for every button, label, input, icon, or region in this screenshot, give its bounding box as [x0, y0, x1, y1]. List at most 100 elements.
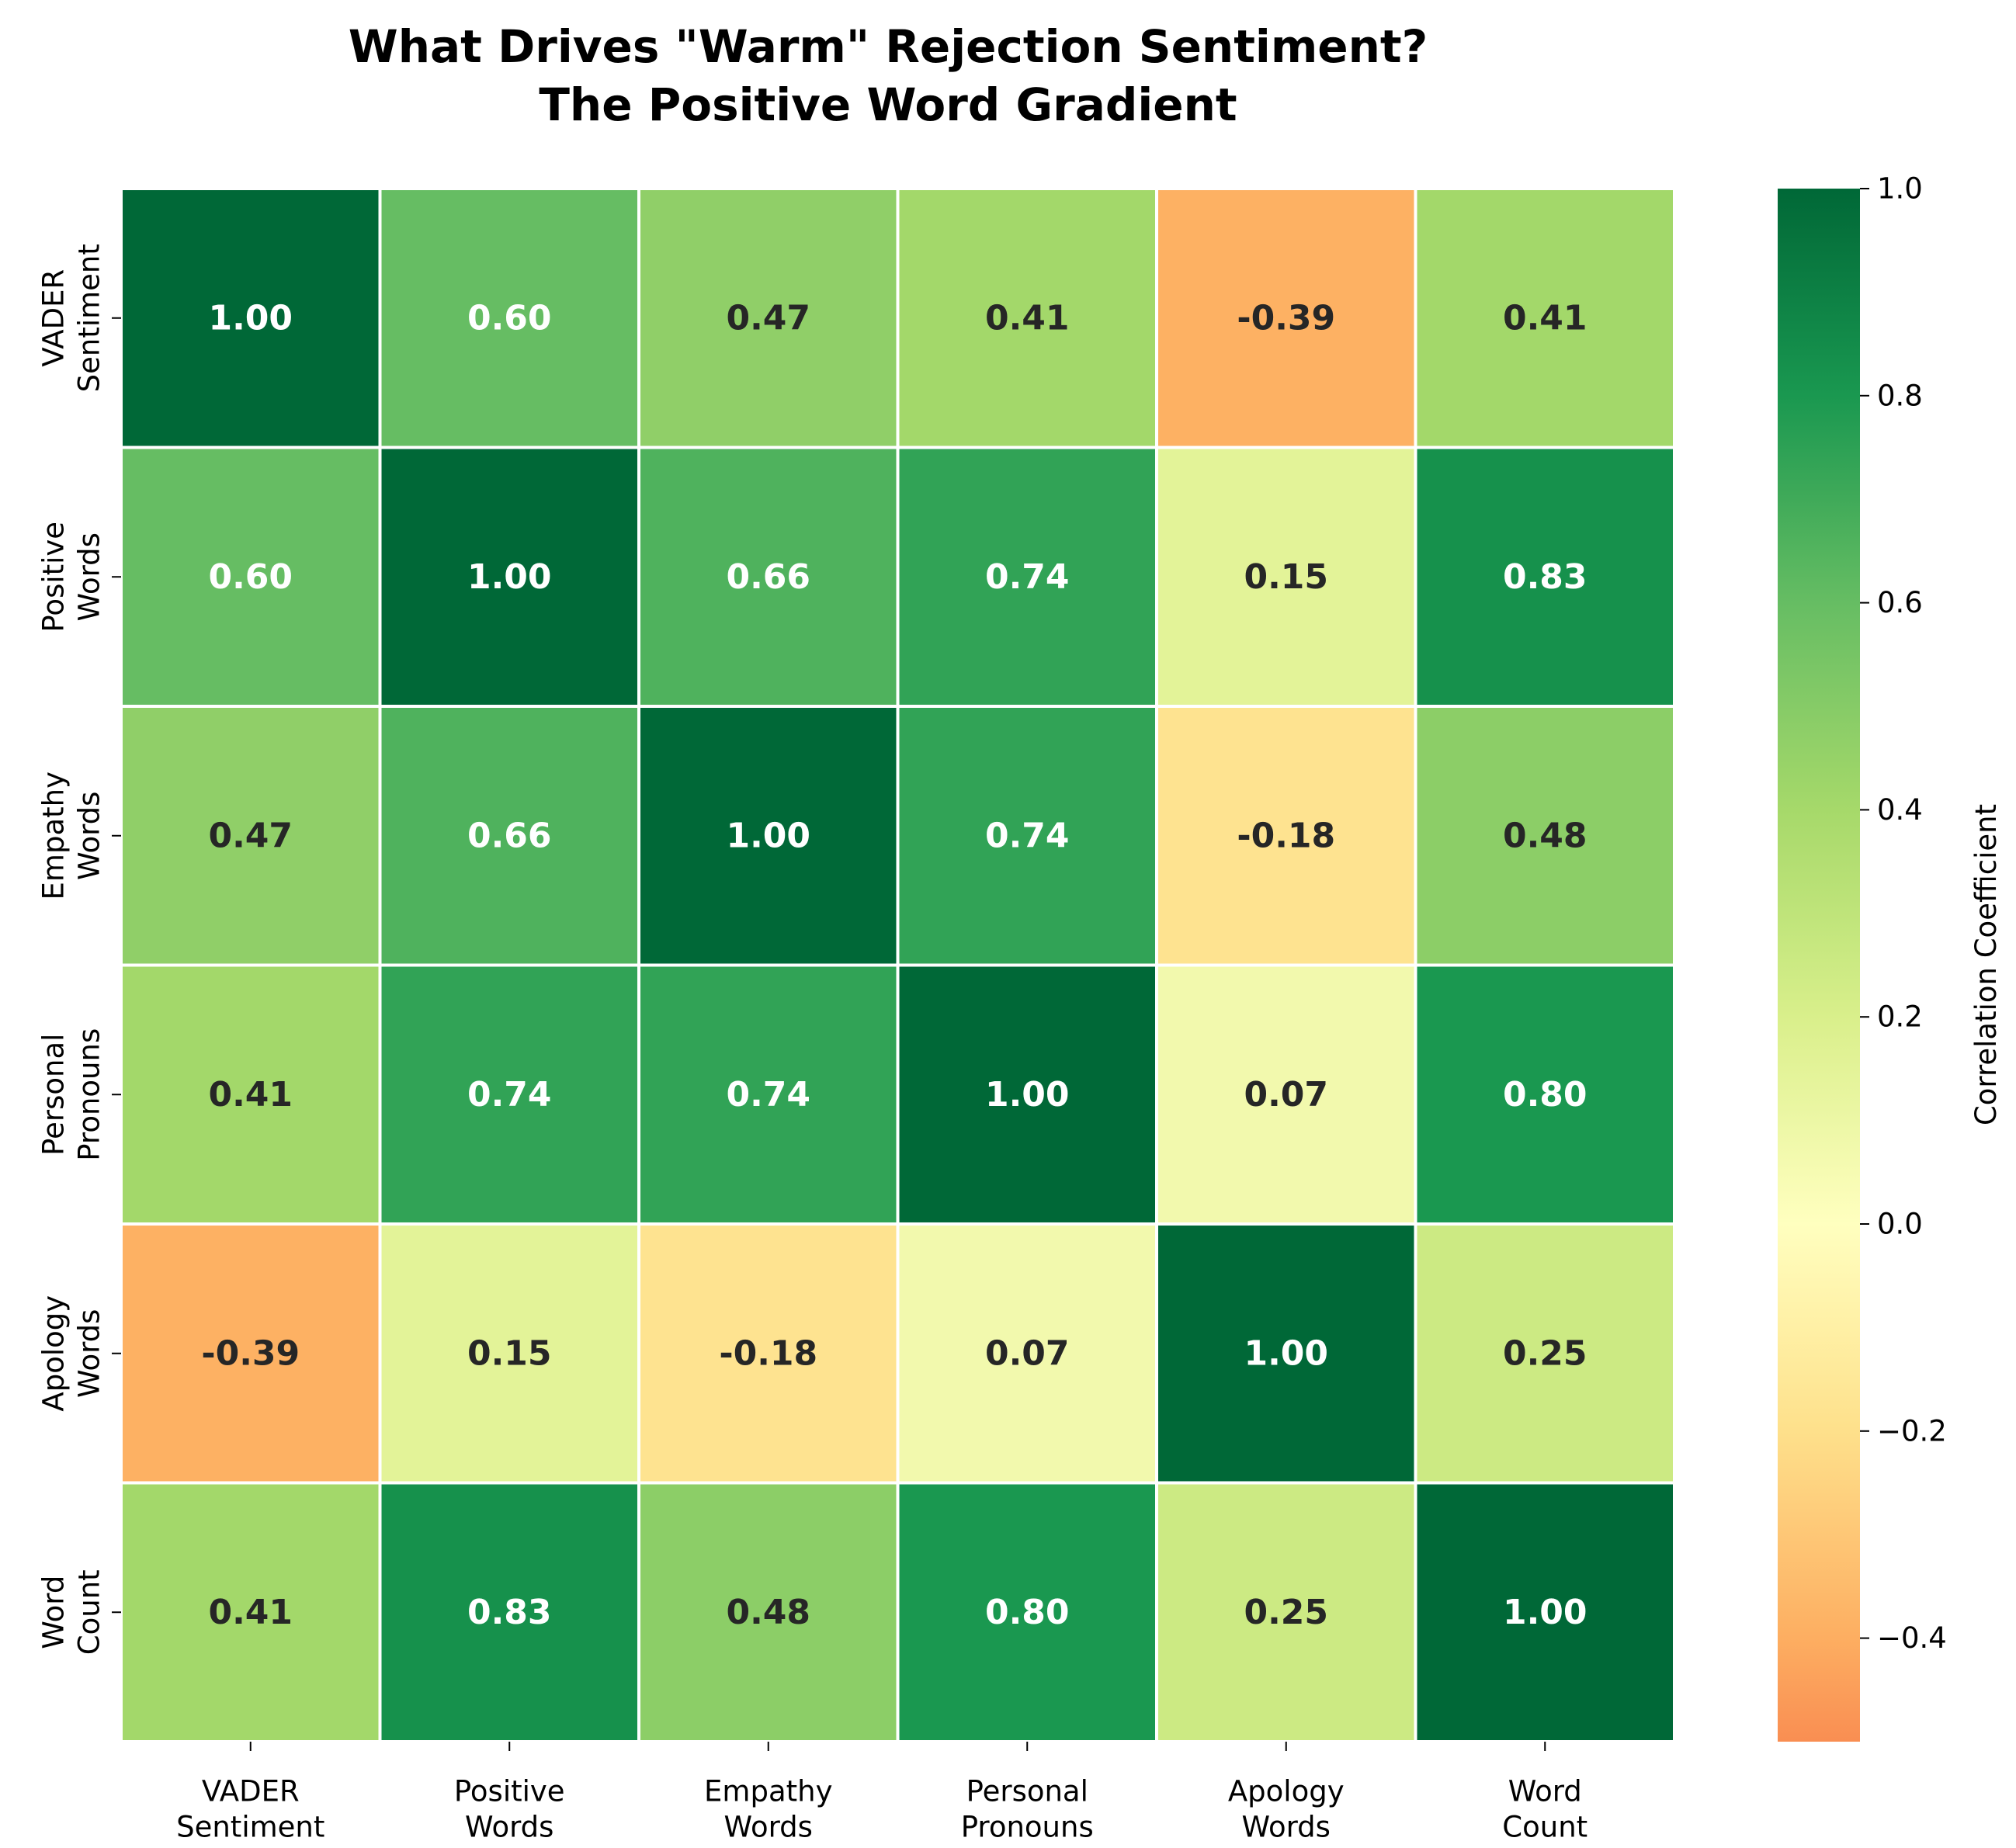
- colorbar: 1.0 0.8 0.6 0.4 0.2 0.0 −0.2 −0.4 Correlation C…: [1778, 172, 2003, 1742]
- colorbar-gradient: [1778, 189, 1860, 1742]
- heatmap-cell-r0-c4: [1158, 190, 1414, 446]
- heatmap-cell-r2-c0: [123, 708, 379, 964]
- row-label-0-line-1: Sentiment: [73, 244, 106, 392]
- heatmap-cell-label-r4-c3: 0.07: [985, 1333, 1070, 1373]
- row-label-3-line-1: Pronouns: [73, 1028, 106, 1161]
- colorbar-tick-label-1: 0.8: [1877, 379, 1923, 412]
- colorbar-label: Correlation Coefficient: [1969, 804, 2003, 1125]
- heatmap-cell-label-r5-c4: 0.25: [1244, 1593, 1328, 1632]
- heatmap-cell-r0-c0: [123, 190, 379, 446]
- heatmap-cell-r4-c2: [640, 1226, 897, 1482]
- row-label-4-line-1: Words: [73, 1309, 106, 1398]
- colorbar-ticks: 1.0 0.8 0.6 0.4 0.2 0.0 −0.2 −0.4: [1860, 172, 1947, 1655]
- heatmap-cell-label-r0-c5: 0.41: [1503, 298, 1587, 338]
- heatmap-cell-label-r5-c3: 0.80: [985, 1593, 1070, 1632]
- row-label-0-line-0: VADER: [37, 269, 71, 367]
- colorbar-tick-label-3: 0.4: [1877, 793, 1923, 827]
- heatmap-cell-r2-c3: [899, 708, 1155, 964]
- column-label-2-line-0: Empathy: [704, 1775, 832, 1808]
- row-label-1-line-1: Words: [73, 532, 106, 621]
- heatmap-cell-label-r4-c2: -0.18: [719, 1333, 817, 1373]
- column-label-3-line-0: Personal: [966, 1775, 1088, 1808]
- heatmap-cell-label-r4-c0: -0.39: [201, 1333, 300, 1373]
- row-label-1-line-0: Positive: [37, 522, 71, 633]
- column-tick-labels: VADERSentimentPositiveWordsEmpathyWordsP…: [176, 1742, 1587, 1844]
- heatmap-cell-label-r2-c5: 0.48: [1503, 816, 1587, 855]
- column-label-1-line-0: Positive: [454, 1775, 565, 1808]
- column-label-0-line-0: VADER: [202, 1775, 300, 1808]
- chart-title-line-2: The Positive Word Gradient: [539, 78, 1237, 131]
- row-label-4-line-0: Apology: [37, 1295, 71, 1412]
- row-label-5-line-0: Word: [37, 1576, 71, 1649]
- heatmap-cell-r4-c5: [1417, 1226, 1673, 1482]
- heatmap-cell-label-r4-c4: 1.00: [1244, 1333, 1328, 1373]
- heatmap-cell-r4-c4: [1158, 1226, 1414, 1482]
- heatmap-cell-label-r2-c3: 0.74: [985, 816, 1070, 855]
- heatmap-cell-labels: 1.00 0.60 0.47 0.41 -0.39 0.41 0.60 1.00 0.66 0.7…: [201, 298, 1587, 1632]
- heatmap-cell-r2-c1: [381, 708, 637, 964]
- heatmap-cell-r3-c5: [1417, 966, 1673, 1222]
- colorbar-tick-label-5: 0.0: [1877, 1208, 1923, 1241]
- heatmap-cell-label-r1-c1: 1.00: [467, 557, 552, 597]
- heatmap-cell-label-r1-c4: 0.15: [1244, 557, 1328, 597]
- heatmap-cell-r1-c1: [381, 449, 637, 705]
- column-label-5-line-0: Word: [1508, 1775, 1582, 1808]
- heatmap-cell-label-r1-c0: 0.60: [208, 557, 293, 597]
- heatmap-cell-r0-c1: [381, 190, 637, 446]
- column-label-5-line-1: Count: [1502, 1811, 1587, 1844]
- heatmap-cell-r5-c0: [123, 1484, 379, 1740]
- column-label-0-line-1: Sentiment: [176, 1811, 324, 1844]
- chart-title-line-1: What Drives "Warm" Rejection Sentiment?: [349, 20, 1428, 73]
- column-label-4-line-1: Words: [1242, 1811, 1331, 1844]
- row-label-5-line-1: Count: [73, 1569, 106, 1655]
- heatmap-cell-label-r0-c3: 0.41: [985, 298, 1070, 338]
- heatmap-cell-r2-c2: [640, 708, 897, 964]
- heatmap-cell-label-r3-c0: 0.41: [208, 1075, 293, 1115]
- heatmap-cell-label-r3-c5: 0.80: [1503, 1075, 1587, 1115]
- column-label-4-line-0: Apology: [1228, 1775, 1345, 1808]
- heatmap-cell-label-r1-c2: 0.66: [726, 557, 810, 597]
- heatmap-cell-label-r5-c1: 0.83: [467, 1593, 552, 1632]
- row-label-3-line-0: Personal: [37, 1034, 71, 1156]
- heatmap-cell-r4-c0: [123, 1226, 379, 1482]
- heatmap-cell-label-r4-c5: 0.25: [1503, 1333, 1587, 1373]
- column-label-2-line-1: Words: [724, 1811, 813, 1844]
- chart-title: What Drives "Warm" Rejection Sentiment? …: [349, 20, 1428, 131]
- heatmap-cell-r5-c1: [381, 1484, 637, 1740]
- heatmap-cell-r3-c4: [1158, 966, 1414, 1222]
- colorbar-tick-label-6: −0.2: [1877, 1414, 1947, 1448]
- heatmap-cell-label-r5-c0: 0.41: [208, 1593, 293, 1632]
- heatmap-cell-r4-c1: [381, 1226, 637, 1482]
- heatmap-cell-label-r2-c4: -0.18: [1237, 816, 1335, 855]
- heatmap-cell-r2-c4: [1158, 708, 1414, 964]
- column-label-3-line-1: Pronouns: [961, 1811, 1094, 1844]
- heatmap-cell-r4-c3: [899, 1226, 1155, 1482]
- colorbar-tick-label-2: 0.6: [1877, 586, 1923, 619]
- heatmap-cell-r3-c3: [899, 966, 1155, 1222]
- colorbar-tick-label-7: −0.4: [1877, 1621, 1947, 1655]
- heatmap-cell-r3-c1: [381, 966, 637, 1222]
- heatmap-cell-r1-c2: [640, 449, 897, 705]
- heatmap-cell-label-r2-c2: 1.00: [726, 816, 810, 855]
- heatmap-cell-r5-c3: [899, 1484, 1155, 1740]
- heatmap-cell-r1-c5: [1417, 449, 1673, 705]
- heatmap-cell-label-r1-c5: 0.83: [1503, 557, 1587, 597]
- heatmap-cell-label-r3-c1: 0.74: [467, 1075, 552, 1115]
- heatmap-cell-label-r1-c3: 0.74: [985, 557, 1070, 597]
- heatmap-cell-label-r5-c2: 0.48: [726, 1593, 810, 1632]
- heatmap-cell-label-r2-c0: 0.47: [208, 816, 293, 855]
- colorbar-tick-label-4: 0.2: [1877, 1000, 1923, 1034]
- heatmap-cell-r3-c0: [123, 966, 379, 1222]
- heatmap-cell-label-r5-c5: 1.00: [1503, 1593, 1587, 1632]
- heatmap-cell-label-r3-c2: 0.74: [726, 1075, 810, 1115]
- heatmap-cell-label-r3-c3: 1.00: [985, 1075, 1070, 1115]
- heatmap-cell-r2-c5: [1417, 708, 1673, 964]
- heatmap-cell-label-r2-c1: 0.66: [467, 816, 552, 855]
- heatmap-cell-r5-c5: [1417, 1484, 1673, 1740]
- colorbar-tick-label-0: 1.0: [1877, 172, 1923, 206]
- heatmap-cell-label-r0-c2: 0.47: [726, 298, 810, 338]
- heatmap-cell-r5-c2: [640, 1484, 897, 1740]
- heatmap-cell-label-r0-c4: -0.39: [1237, 298, 1335, 338]
